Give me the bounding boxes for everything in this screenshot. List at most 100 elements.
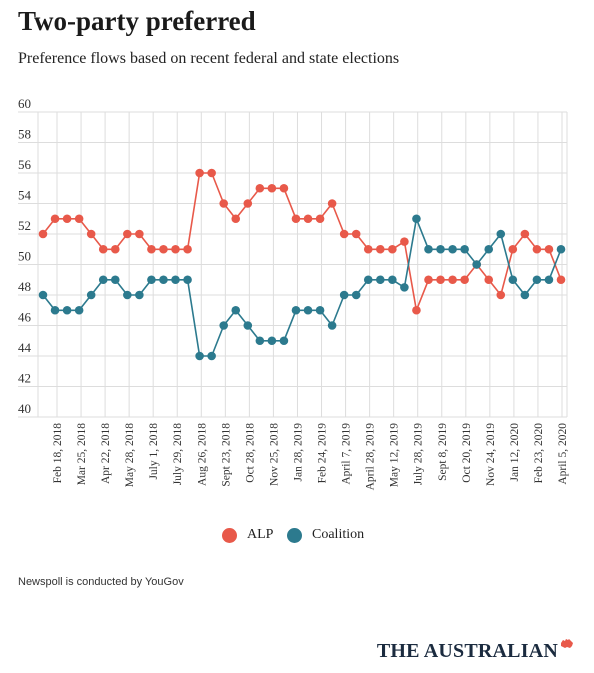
x-tick-label: April 5, 2020 <box>557 423 569 485</box>
source-note: Newspoll is conducted by YouGov <box>18 576 184 588</box>
data-point-coalition <box>484 244 494 254</box>
data-point-alp <box>267 183 277 193</box>
data-point-alp <box>62 214 72 224</box>
legend-label-coalition: Coalition <box>312 527 365 542</box>
data-point-alp <box>135 229 144 239</box>
chart-subtitle: Preference flows based on recent federal… <box>18 50 400 67</box>
data-point-coalition <box>74 305 84 315</box>
data-point-coalition <box>123 290 132 300</box>
brand-wordmark: THE AUSTRALIAN <box>376 640 558 662</box>
data-point-alp <box>400 237 409 246</box>
data-point-alp <box>159 244 168 254</box>
x-tick-label: Mar 25, 2018 <box>76 423 88 486</box>
data-point-alp <box>327 199 337 208</box>
grid <box>18 111 568 418</box>
data-point-alp <box>303 214 313 224</box>
data-point-coalition <box>508 275 518 285</box>
data-point-alp <box>123 229 132 239</box>
data-point-coalition <box>98 275 108 285</box>
data-point-coalition <box>62 305 72 315</box>
data-point-coalition <box>291 305 301 315</box>
data-point-coalition <box>532 275 542 285</box>
chart-title: Two-party preferred <box>18 6 256 36</box>
data-point-coalition <box>520 290 530 300</box>
data-point-alp <box>255 183 265 193</box>
y-tick-label-50: 50 <box>18 249 31 264</box>
data-point-coalition <box>436 244 445 254</box>
data-point-coalition <box>448 244 457 254</box>
data-point-coalition <box>544 275 554 285</box>
data-point-coalition <box>327 321 337 330</box>
australia-map-icon <box>561 639 573 648</box>
y-tick-label-46: 46 <box>18 310 32 325</box>
legend-item-coalition: Coalition <box>287 527 364 543</box>
legend: ALP Coalition <box>0 527 594 547</box>
legend-label-alp: ALP <box>247 527 274 542</box>
line-chart: 40 42 44 46 48 50 52 54 56 58 60 Feb 18, 2018 Mar 2… <box>18 96 569 491</box>
brand-logo: THE AUSTRALIAN <box>376 639 574 663</box>
x-tick-label: Apr 22, 2018 <box>100 423 112 484</box>
data-point-coalition <box>255 336 265 346</box>
data-point-alp <box>484 275 494 285</box>
data-point-alp <box>388 244 397 254</box>
data-point-coalition <box>363 275 373 285</box>
series-line-alp <box>42 172 562 312</box>
x-tick-label: April 28, 2019 <box>365 423 377 491</box>
y-tick-label-60: 60 <box>18 96 31 111</box>
data-point-alp <box>412 305 421 315</box>
data-point-alp <box>532 244 542 254</box>
data-point-alp <box>460 275 469 285</box>
x-tick-label: Feb 18, 2018 <box>52 423 64 484</box>
data-point-coalition <box>86 290 96 300</box>
legend-swatch-coalition <box>287 527 302 543</box>
data-point-coalition <box>279 336 289 346</box>
data-point-coalition <box>496 229 506 239</box>
x-tick-label: Jan 28, 2019 <box>292 423 304 482</box>
x-tick-label: Aug 26, 2018 <box>196 423 208 486</box>
x-tick-label: Nov 24, 2019 <box>485 423 497 486</box>
data-point-coalition <box>460 244 469 254</box>
data-point-alp <box>231 214 241 224</box>
data-point-alp <box>207 168 216 178</box>
y-tick-label-40: 40 <box>18 401 31 416</box>
data-point-alp <box>520 229 530 239</box>
x-tick-label: Jan 12, 2020 <box>509 423 521 482</box>
data-point-alp <box>351 229 361 239</box>
legend-swatch-alp <box>222 527 237 543</box>
series-layer <box>38 168 566 361</box>
x-tick-label: Feb 23, 2020 <box>533 423 545 484</box>
data-point-coalition <box>556 244 566 254</box>
data-point-alp <box>38 229 48 239</box>
data-point-alp <box>376 244 385 254</box>
data-point-alp <box>195 168 204 178</box>
data-point-coalition <box>315 305 325 315</box>
data-point-coalition <box>171 275 180 285</box>
data-point-coalition <box>207 351 216 361</box>
data-point-alp <box>98 244 108 254</box>
x-tick-label: Feb 24, 2019 <box>317 423 329 484</box>
data-point-coalition <box>195 351 204 361</box>
data-point-alp <box>424 275 433 285</box>
legend-item-alp: ALP <box>222 527 273 543</box>
x-tick-label: Sept 8, 2019 <box>437 423 449 481</box>
data-point-alp <box>315 214 325 224</box>
data-point-coalition <box>183 275 192 285</box>
data-point-coalition <box>135 290 144 300</box>
data-point-coalition <box>472 260 481 269</box>
data-point-alp <box>147 244 156 254</box>
data-point-alp <box>243 199 253 208</box>
data-point-alp <box>508 244 518 254</box>
data-point-coalition <box>424 244 433 254</box>
x-tick-label: Sept 23, 2018 <box>220 423 232 487</box>
x-tick-label: Oct 20, 2019 <box>461 423 473 483</box>
x-tick-label: May 12, 2019 <box>389 423 401 487</box>
data-point-alp <box>183 244 192 254</box>
y-tick-label-52: 52 <box>18 218 31 233</box>
data-point-alp <box>219 199 228 208</box>
data-point-coalition <box>231 305 241 315</box>
data-point-alp <box>86 229 96 239</box>
data-point-coalition <box>219 321 228 330</box>
x-axis-ticks: Feb 18, 2018 Mar 25, 2018 Apr 22, 2018 May … <box>52 423 569 491</box>
data-point-coalition <box>412 214 421 224</box>
y-axis-ticks: 40 42 44 46 48 50 52 54 56 58 60 <box>18 96 32 416</box>
